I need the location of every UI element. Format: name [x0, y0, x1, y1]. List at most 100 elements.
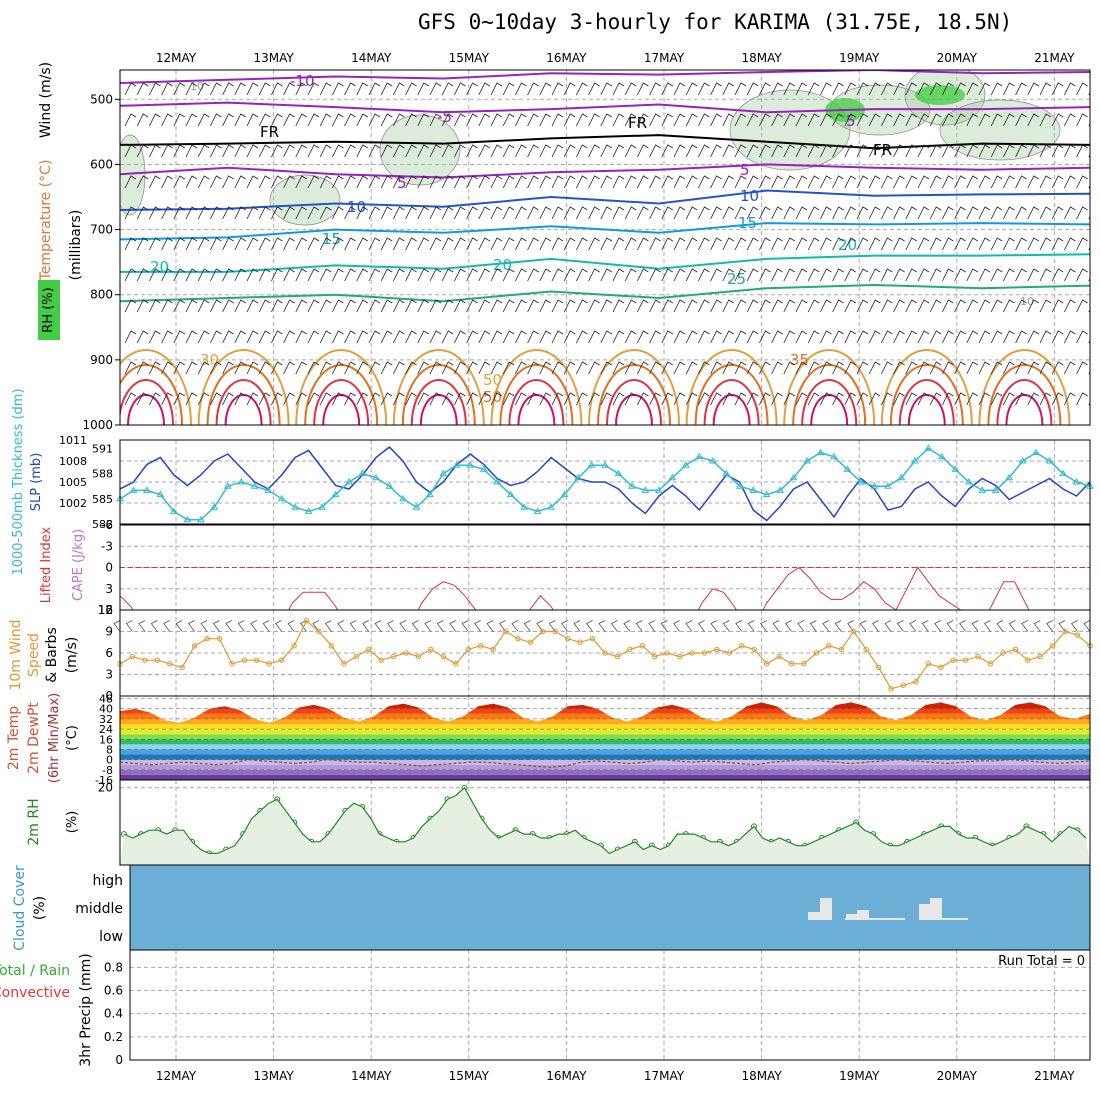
wind-barb-60-7: [856, 299, 869, 313]
ytick-precip-0.4: 0.4: [104, 1007, 123, 1021]
wind-barb-59-10: [844, 392, 857, 406]
wind-barb-34-3: [539, 175, 552, 189]
wind-barb-14-5: [295, 237, 308, 251]
wind-barb-16-7: [319, 299, 332, 313]
chart-title: GFS 0~10day 3-hourly for KARIMA (31.75E,…: [418, 10, 1013, 34]
wind-barb-49-10: [722, 392, 735, 406]
wind-barb-26-3: [441, 175, 454, 189]
wind-barb-29-4: [478, 206, 491, 220]
wind10m-barb-38: [586, 620, 593, 632]
wind-barb-65-9: [917, 361, 930, 375]
wind-barb-78-5: [1076, 237, 1088, 251]
wind-barb-34-0: [539, 82, 552, 96]
wind-barb-30-0: [490, 82, 503, 96]
wind-barb-34-10: [539, 392, 552, 406]
wind-barb-36-5: [563, 237, 576, 251]
wind-barb-15-10: [307, 392, 320, 406]
wind-barb-21-1: [380, 113, 393, 127]
ytick-precip-0.2: 0.2: [104, 1030, 123, 1044]
wind-barb-28-7: [466, 299, 478, 313]
wind10m-point-66: [938, 664, 944, 671]
wind10m-barb-40: [610, 620, 618, 632]
wind-barb-66-7: [929, 299, 942, 313]
wind-barb-45-6: [673, 268, 686, 282]
thickness-point-5: [183, 515, 192, 523]
wind-barb-18-1: [344, 113, 356, 127]
wind-barb-44-4: [661, 206, 674, 220]
wind10m-point-52: [763, 661, 770, 667]
wind-barb-74-0: [1027, 82, 1040, 96]
wind10m-barb-53: [772, 620, 780, 632]
wind-barb-30-3: [490, 175, 503, 189]
wind-barb-4-7: [173, 299, 186, 313]
run-total: Run Total = 0: [998, 954, 1085, 969]
wind-barb-11-1: [258, 113, 271, 127]
wind-barb-1-10: [136, 392, 149, 406]
wind-barb-24-5: [417, 237, 430, 251]
wind-barb-15-5: [307, 237, 320, 251]
wind-barb-21-9: [380, 361, 393, 375]
wind-barb-37-3: [576, 175, 588, 189]
wind-barb-52-1: [759, 113, 771, 127]
wind10m-point-44: [664, 650, 670, 656]
wind-barb-56-4: [807, 206, 820, 220]
ylabel-speed: Speed: [26, 633, 42, 677]
wind-barb-9-5: [234, 237, 247, 251]
date-bottom-14MAY: 14MAY: [351, 1069, 392, 1083]
thickness-point-19: [372, 473, 380, 481]
wind-barb-20-7: [368, 299, 381, 313]
wind-barb-61-2: [868, 144, 881, 158]
wind-barb-77-3: [1064, 175, 1076, 189]
wind-barb-64-2: [905, 144, 918, 158]
thickness-point-10: [250, 482, 259, 489]
wind-barb-38-1: [588, 113, 600, 127]
wind-barb-7-5: [210, 237, 222, 251]
wind-barb-54-9: [783, 361, 796, 375]
warm-loop-9-0: [978, 349, 1071, 425]
wind10m-barb-65: [921, 620, 929, 632]
cloud-bar-0: [808, 912, 820, 920]
wind-barb-49-2: [722, 144, 735, 158]
wind-barb-40-7: [612, 299, 625, 313]
wind-barb-75-1: [1039, 113, 1052, 127]
wind-barb-11-9: [258, 361, 271, 375]
wind-barb-33-4: [527, 206, 539, 220]
wind-barb-56-8: [807, 330, 820, 344]
wind10m-barb-39: [598, 620, 606, 632]
wind-barb-32-1: [515, 113, 527, 127]
wind-barb-62-1: [881, 113, 893, 127]
wind-barb-63-2: [893, 144, 905, 158]
wind-barb-45-2: [673, 144, 686, 158]
wind-barb-70-1: [978, 113, 991, 127]
wind-barb-8-1: [222, 113, 234, 127]
wind-barb-73-3: [1015, 175, 1027, 189]
wind-barb-55-6: [795, 268, 808, 282]
wind-barb-55-1: [795, 113, 808, 127]
thickness-point-22: [412, 503, 421, 510]
wind-barb-27-0: [454, 82, 466, 96]
wind-barb-20-5: [368, 237, 381, 251]
wind-barb-66-4: [929, 206, 942, 220]
wind-barb-15-8: [307, 330, 320, 344]
wind-barb-17-7: [332, 299, 344, 313]
wind10m-barb-66: [934, 620, 942, 632]
wind-barb-29-1: [478, 113, 491, 127]
contour-label-11: 15: [738, 214, 757, 232]
wind-barb-66-5: [929, 237, 942, 251]
wind-barb-11-4: [258, 206, 271, 220]
date-top-21MAY: 21MAY: [1034, 51, 1075, 65]
wind-barb-7-3: [210, 175, 222, 189]
wind-barb-63-3: [893, 175, 905, 189]
wind-barb-62-5: [881, 237, 893, 251]
wind-barb-0-6: [124, 268, 137, 282]
wind-barb-14-7: [295, 299, 308, 313]
temp-band--12: [120, 769, 1090, 775]
wind-barb-63-1: [893, 113, 905, 127]
wind-barb-3-1: [161, 113, 173, 127]
wind-barb-45-0: [673, 82, 686, 96]
thickness-point-11: [264, 486, 273, 493]
wind-barb-30-2: [490, 144, 503, 158]
wind10m-point-23: [403, 650, 409, 656]
wind-barb-35-1: [551, 113, 564, 127]
wind-barb-54-10: [783, 392, 796, 406]
